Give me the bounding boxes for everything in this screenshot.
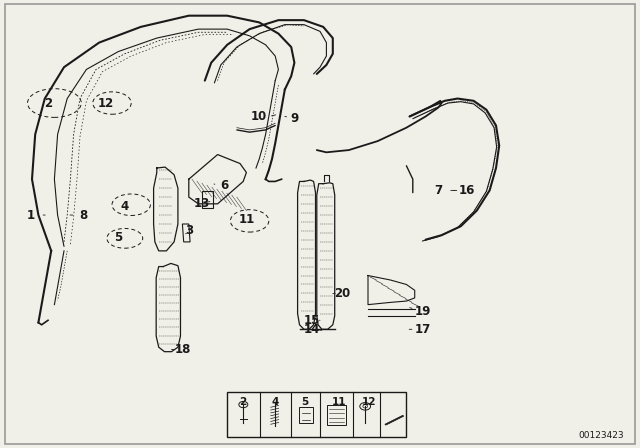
Text: 3: 3 xyxy=(185,224,193,237)
Text: 12: 12 xyxy=(97,96,114,110)
Text: 17: 17 xyxy=(414,323,431,336)
Text: 20: 20 xyxy=(334,287,351,300)
Text: 4: 4 xyxy=(121,199,129,213)
Polygon shape xyxy=(154,167,178,251)
Text: 8: 8 xyxy=(79,208,87,222)
Text: 10: 10 xyxy=(251,110,268,123)
FancyBboxPatch shape xyxy=(202,191,213,208)
Text: 14: 14 xyxy=(304,323,321,336)
Text: 19: 19 xyxy=(414,305,431,318)
Polygon shape xyxy=(385,415,404,425)
Text: 13: 13 xyxy=(193,197,210,211)
Polygon shape xyxy=(189,155,246,204)
Text: 5: 5 xyxy=(301,397,308,407)
Text: 18: 18 xyxy=(174,343,191,356)
Text: 2: 2 xyxy=(44,96,52,110)
Text: 11: 11 xyxy=(332,397,346,407)
Text: 4: 4 xyxy=(272,397,279,407)
Text: 15: 15 xyxy=(304,314,321,327)
Text: 1: 1 xyxy=(27,208,35,222)
Text: 11: 11 xyxy=(238,213,255,226)
Text: 2: 2 xyxy=(239,397,247,407)
Text: 6: 6 xyxy=(220,179,228,193)
Text: 7: 7 xyxy=(435,184,442,197)
Text: 9: 9 xyxy=(291,112,298,125)
Text: 00123423: 00123423 xyxy=(579,431,624,440)
Text: 16: 16 xyxy=(459,184,476,197)
Text: 12: 12 xyxy=(362,397,376,407)
Text: 5: 5 xyxy=(115,231,122,244)
Polygon shape xyxy=(182,224,190,242)
